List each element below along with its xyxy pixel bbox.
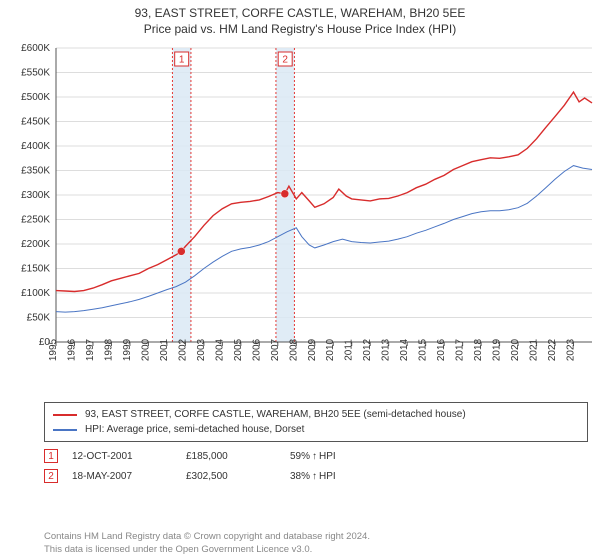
svg-text:2014: 2014: [399, 338, 410, 361]
svg-text:2012: 2012: [362, 338, 373, 361]
legend-row-1: 93, EAST STREET, CORFE CASTLE, WAREHAM, …: [53, 407, 579, 422]
svg-text:£350K: £350K: [21, 166, 50, 177]
sale-rel-basis: HPI: [319, 471, 336, 482]
svg-text:2: 2: [282, 55, 288, 66]
svg-text:2001: 2001: [159, 338, 170, 361]
attribution: Contains HM Land Registry data © Crown c…: [44, 531, 588, 556]
svg-text:2008: 2008: [288, 338, 299, 361]
svg-text:£550K: £550K: [21, 68, 50, 79]
svg-text:2023: 2023: [566, 338, 577, 361]
svg-text:2019: 2019: [492, 338, 503, 361]
svg-text:£500K: £500K: [21, 92, 50, 103]
svg-text:2016: 2016: [436, 338, 447, 361]
svg-text:1995: 1995: [48, 338, 59, 361]
svg-text:1999: 1999: [122, 338, 133, 361]
svg-text:2018: 2018: [473, 338, 484, 361]
svg-text:2011: 2011: [344, 339, 355, 361]
svg-text:£150K: £150K: [21, 264, 50, 275]
sale-price: £302,500: [186, 471, 276, 482]
svg-text:1996: 1996: [66, 338, 77, 361]
legend-swatch-1: [53, 414, 77, 416]
legend-row-2: HPI: Average price, semi-detached house,…: [53, 422, 579, 437]
sale-rel-pct: 59%: [290, 451, 310, 462]
svg-text:£400K: £400K: [21, 141, 50, 152]
svg-text:£200K: £200K: [21, 239, 50, 250]
svg-text:£50K: £50K: [27, 313, 51, 324]
svg-text:2004: 2004: [214, 338, 225, 361]
svg-text:2021: 2021: [529, 338, 540, 361]
attribution-line2: This data is licensed under the Open Gov…: [44, 544, 588, 556]
svg-text:£250K: £250K: [21, 215, 50, 226]
sale-date: 12-OCT-2001: [72, 451, 172, 462]
sale-rel-basis: HPI: [319, 451, 336, 462]
chart-svg: £0£50K£100K£150K£200K£250K£300K£350K£400…: [0, 42, 600, 392]
svg-text:2020: 2020: [510, 338, 521, 361]
svg-text:£100K: £100K: [21, 288, 50, 299]
svg-text:2000: 2000: [140, 338, 151, 361]
chart-titles: 93, EAST STREET, CORFE CASTLE, WAREHAM, …: [0, 0, 600, 36]
sale-rel: 38% ↑ HPI: [290, 471, 336, 482]
legend: 93, EAST STREET, CORFE CASTLE, WAREHAM, …: [44, 402, 588, 442]
svg-text:2015: 2015: [418, 338, 429, 361]
legend-text-2: HPI: Average price, semi-detached house,…: [85, 422, 304, 437]
svg-text:2013: 2013: [381, 338, 392, 361]
svg-text:2022: 2022: [547, 338, 558, 361]
svg-text:2017: 2017: [455, 338, 466, 361]
legend-swatch-2: [53, 429, 77, 431]
svg-text:2007: 2007: [270, 338, 281, 361]
svg-text:2010: 2010: [325, 338, 336, 361]
root: 93, EAST STREET, CORFE CASTLE, WAREHAM, …: [0, 0, 600, 560]
svg-text:2006: 2006: [251, 338, 262, 361]
legend-text-1: 93, EAST STREET, CORFE CASTLE, WAREHAM, …: [85, 407, 466, 422]
attribution-line1: Contains HM Land Registry data © Crown c…: [44, 531, 588, 543]
svg-text:£300K: £300K: [21, 190, 50, 201]
svg-text:2005: 2005: [233, 338, 244, 361]
chart-area: £0£50K£100K£150K£200K£250K£300K£350K£400…: [0, 42, 600, 392]
title-line1: 93, EAST STREET, CORFE CASTLE, WAREHAM, …: [0, 6, 600, 20]
svg-text:£600K: £600K: [21, 43, 50, 54]
sale-index-box: 2: [44, 469, 58, 483]
sale-rel-pct: 38%: [290, 471, 310, 482]
svg-text:1998: 1998: [103, 338, 114, 361]
sale-row-2: 2 18-MAY-2007 £302,500 38% ↑ HPI: [44, 466, 588, 486]
sales-table: 1 12-OCT-2001 £185,000 59% ↑ HPI 2 18-MA…: [44, 446, 588, 486]
sale-index-box: 1: [44, 449, 58, 463]
sale-rel: 59% ↑ HPI: [290, 451, 336, 462]
svg-text:2002: 2002: [177, 338, 188, 361]
svg-text:2009: 2009: [307, 338, 318, 361]
sale-row-1: 1 12-OCT-2001 £185,000 59% ↑ HPI: [44, 446, 588, 466]
svg-text:2003: 2003: [196, 338, 207, 361]
sale-date: 18-MAY-2007: [72, 471, 172, 482]
svg-text:£450K: £450K: [21, 117, 50, 128]
arrow-up-icon: ↑: [312, 471, 317, 482]
svg-text:1: 1: [179, 55, 185, 66]
title-line2: Price paid vs. HM Land Registry's House …: [0, 22, 600, 36]
arrow-up-icon: ↑: [312, 451, 317, 462]
sale-price: £185,000: [186, 451, 276, 462]
svg-text:1997: 1997: [85, 338, 96, 361]
